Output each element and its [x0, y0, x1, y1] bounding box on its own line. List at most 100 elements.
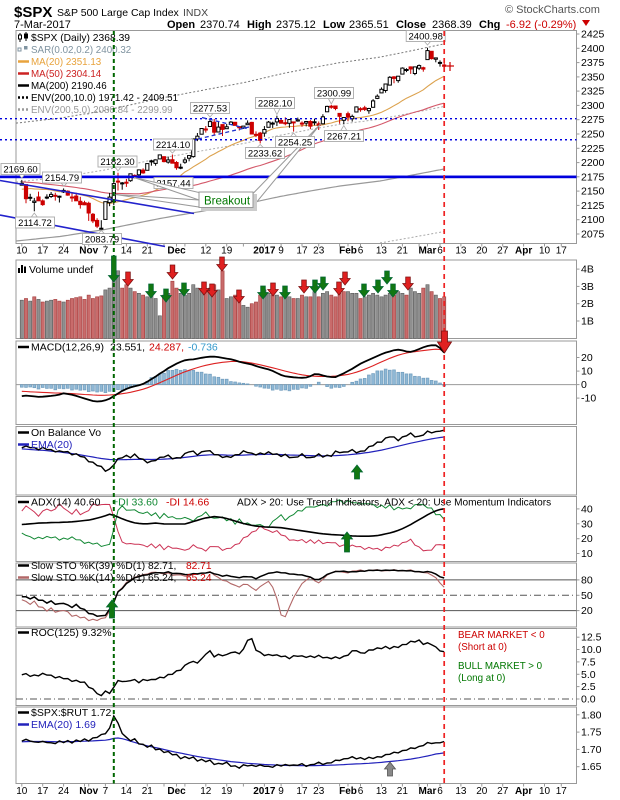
svg-text:Nov: Nov	[79, 786, 98, 797]
svg-text:82.71: 82.71	[186, 561, 212, 572]
svg-text:2365.51: 2365.51	[349, 19, 389, 31]
svg-text:Mar: Mar	[419, 246, 437, 257]
svg-text:2.5: 2.5	[581, 681, 596, 693]
svg-text:-DI 14.66: -DI 14.66	[166, 497, 209, 509]
svg-text:2282.10: 2282.10	[258, 99, 292, 110]
svg-text:-10: -10	[581, 393, 596, 405]
svg-text:21: 21	[397, 246, 409, 257]
svg-text:6: 6	[358, 786, 364, 797]
svg-text:21: 21	[142, 786, 154, 797]
svg-text:13: 13	[455, 246, 467, 257]
svg-text:INDX: INDX	[183, 7, 208, 19]
svg-text:0.0: 0.0	[581, 694, 596, 706]
svg-text:24.287,: 24.287,	[149, 342, 184, 354]
svg-text:19: 19	[221, 786, 233, 797]
svg-text:MA(20) 2351.13: MA(20) 2351.13	[31, 57, 102, 68]
svg-text:SAR(0.02,0.2) 2400.32: SAR(0.02,0.2) 2400.32	[31, 45, 131, 56]
svg-text:2277.53: 2277.53	[193, 104, 227, 115]
svg-text:2200: 2200	[581, 157, 605, 169]
svg-text:50: 50	[581, 590, 593, 602]
svg-text:-6.92 (-0.29%): -6.92 (-0.29%)	[506, 19, 576, 31]
svg-text:2300: 2300	[581, 100, 605, 112]
svg-text:2125: 2125	[581, 200, 605, 212]
svg-text:BULL MARKET > 0: BULL MARKET > 0	[458, 661, 543, 672]
svg-text:Close: Close	[396, 19, 426, 31]
svg-text:80: 80	[581, 574, 593, 586]
svg-text:2325: 2325	[581, 86, 605, 98]
svg-text:13: 13	[376, 246, 388, 257]
svg-text:40: 40	[581, 503, 593, 515]
svg-text:17: 17	[556, 246, 568, 257]
svg-text:3B: 3B	[581, 281, 594, 293]
svg-text:On Balance Vo: On Balance Vo	[31, 427, 101, 439]
svg-text:10: 10	[16, 786, 28, 797]
svg-text:Breakout: Breakout	[204, 196, 251, 208]
svg-text:2017: 2017	[253, 246, 276, 257]
svg-text:2083.79: 2083.79	[85, 235, 119, 246]
svg-text:2300.99: 2300.99	[317, 89, 351, 100]
svg-text:Mar: Mar	[419, 786, 437, 797]
svg-text:27: 27	[497, 246, 509, 257]
svg-text:2254.25: 2254.25	[278, 138, 312, 149]
svg-text:2275: 2275	[581, 114, 605, 126]
svg-text:17: 17	[296, 246, 308, 257]
svg-text:10: 10	[539, 786, 551, 797]
svg-text:$SPX (Daily) 2368.39: $SPX (Daily) 2368.39	[31, 33, 130, 44]
svg-text:ENV(200,10.0) 1971.42 - 2409.5: ENV(200,10.0) 1971.42 - 2409.51	[31, 93, 178, 104]
svg-text:+DI 33.60: +DI 33.60	[112, 497, 158, 509]
svg-text:9: 9	[278, 246, 284, 257]
svg-text:5.0: 5.0	[581, 669, 596, 681]
svg-text:6: 6	[437, 786, 443, 797]
svg-text:1.65: 1.65	[581, 761, 602, 773]
svg-text:ADX(14) 40.60: ADX(14) 40.60	[31, 497, 101, 509]
svg-text:2175: 2175	[581, 171, 605, 183]
svg-text:20: 20	[581, 605, 593, 617]
svg-text:24: 24	[58, 246, 70, 257]
svg-text:S&P 500 Large Cap Index: S&P 500 Large Cap Index	[57, 7, 180, 19]
svg-text:MA(50) 2304.14: MA(50) 2304.14	[31, 69, 102, 80]
svg-text:© StockCharts.com: © StockCharts.com	[505, 4, 600, 16]
svg-text:$SPX:$RUT 1.72: $SPX:$RUT 1.72	[31, 707, 112, 719]
svg-text:1.70: 1.70	[581, 744, 602, 756]
svg-text:Volume undef: Volume undef	[29, 264, 93, 276]
svg-text:2154.79: 2154.79	[45, 173, 79, 184]
svg-text:2350: 2350	[581, 71, 605, 83]
svg-text:1B: 1B	[581, 316, 594, 328]
svg-text:20: 20	[581, 533, 593, 545]
svg-text:27: 27	[497, 786, 509, 797]
svg-text:14: 14	[121, 246, 133, 257]
svg-text:(Long at 0): (Long at 0)	[458, 673, 505, 684]
svg-text:2214.10: 2214.10	[156, 140, 190, 151]
svg-text:Open: Open	[167, 19, 195, 31]
svg-text:2100: 2100	[581, 214, 605, 226]
svg-text:14: 14	[121, 786, 133, 797]
svg-text:7-Mar-2017: 7-Mar-2017	[14, 19, 71, 31]
svg-text:10: 10	[581, 366, 593, 378]
svg-text:7: 7	[103, 246, 109, 257]
svg-text:21: 21	[397, 786, 409, 797]
svg-text:7.5: 7.5	[581, 656, 596, 668]
svg-text:EMA(20) 1.69: EMA(20) 1.69	[31, 719, 96, 731]
svg-text:9: 9	[278, 786, 284, 797]
svg-text:ROC(125) 9.32%: ROC(125) 9.32%	[31, 627, 112, 639]
svg-text:6: 6	[358, 246, 364, 257]
svg-text:2233.62: 2233.62	[248, 149, 282, 160]
svg-text:2370.74: 2370.74	[200, 19, 240, 31]
svg-text:High: High	[247, 19, 272, 31]
svg-text:65.24: 65.24	[186, 573, 212, 584]
svg-text:Low: Low	[323, 19, 345, 31]
svg-text:13: 13	[376, 786, 388, 797]
svg-text:19: 19	[221, 246, 233, 257]
svg-text:6: 6	[437, 246, 443, 257]
svg-text:-0.736: -0.736	[188, 342, 218, 354]
svg-text:2400: 2400	[581, 43, 605, 55]
svg-text:30: 30	[581, 518, 593, 530]
svg-text:2182.30: 2182.30	[100, 157, 134, 168]
svg-text:2017: 2017	[253, 786, 276, 797]
svg-text:10.0: 10.0	[581, 644, 602, 656]
svg-text:23: 23	[313, 786, 325, 797]
svg-text:10: 10	[539, 246, 551, 257]
svg-text:Apr: Apr	[515, 786, 532, 797]
svg-text:(Short at 0): (Short at 0)	[458, 642, 507, 653]
svg-text:12: 12	[200, 786, 212, 797]
